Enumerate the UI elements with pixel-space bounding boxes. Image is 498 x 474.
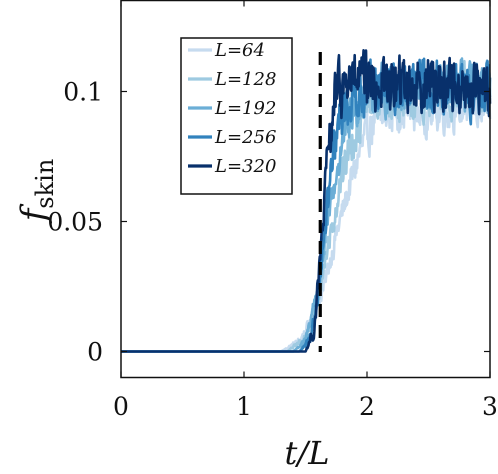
legend-items: L=64 L=128 L=192 L=256 L=320 [188,40,276,177]
x-tick-label: 3 [482,392,498,421]
legend-entry-label: L=64 [214,40,265,61]
legend-entry-label: L=320 [214,156,276,177]
legend-entry-label: L=128 [214,69,276,90]
tick-layer: 0 1 2 3 0 0.05 0.1 [47,0,498,421]
series-line [120,48,492,353]
legend-entry-label: L=256 [214,127,276,148]
x-tick-label: 1 [236,392,252,421]
y-axis-label: fskin [14,159,59,225]
legend-box [180,37,293,195]
y-axis-label-subscript: skin [31,159,59,209]
axes-frame [120,0,491,379]
legend-entry-label: L=192 [214,98,276,119]
y-tick-label: 0.1 [63,78,103,107]
y-tick-label: 0 [87,338,103,367]
legend: L=64 L=128 L=192 L=256 L=320 [180,37,293,195]
y-tick-label: 0.05 [47,208,103,237]
x-tick-label: 2 [359,392,375,421]
plot-layer [120,48,492,353]
series-line [120,78,492,353]
x-axis-label: t/L [285,434,330,472]
x-tick-label: 0 [113,392,129,421]
svg-text:fskin: fskin [14,159,59,225]
